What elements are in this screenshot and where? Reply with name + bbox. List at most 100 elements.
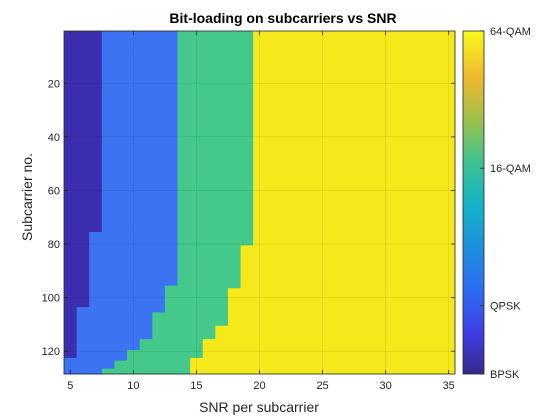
heatmap-cell-bpsk-5 xyxy=(64,280,90,286)
grid-lines xyxy=(64,31,455,374)
heatmap-cell-bpsk-12 xyxy=(64,312,78,327)
x-ticks: 5 10 15 20 25 30 35 xyxy=(67,31,455,392)
heatmap-cell-16-qam-1 xyxy=(177,52,254,233)
heatmap-cell-16-qam-5 xyxy=(177,280,241,286)
heatmap-cell-qpsk-10 xyxy=(89,296,166,308)
x-tick-label: 25 xyxy=(316,380,328,392)
heatmap-cell-qpsk-1 xyxy=(101,52,178,233)
heatmap-cell-qpsk-12 xyxy=(76,312,153,327)
heatmap-cell-16-qam-10 xyxy=(164,296,229,308)
y-ticks: 20 40 60 80 100 120 xyxy=(42,78,455,358)
y-tick-label: 20 xyxy=(48,78,60,90)
heatmap-cell-64-qam-5 xyxy=(240,280,456,286)
heatmap-cell-qpsk-17 xyxy=(76,349,128,359)
heatmap-cell-16-qam-7 xyxy=(164,288,229,292)
heatmap-cell-qpsk-18 xyxy=(64,357,128,361)
heatmap-cell-bpsk-8 xyxy=(64,290,90,295)
heatmap-cell-qpsk-16 xyxy=(76,339,141,351)
heatmap-cell-16-qam-19 xyxy=(114,360,191,370)
heatmap-cell-16-qam-13 xyxy=(152,325,216,329)
heatmap-cell-qpsk-8 xyxy=(89,290,166,295)
heatmap-cell-64-qam-13 xyxy=(215,325,456,329)
heatmap-cell-16-qam-0 xyxy=(177,31,254,53)
heatmap-cell-qpsk-11 xyxy=(76,307,166,313)
heatmap-cell-16-qam-3 xyxy=(177,245,241,262)
heatmap-cell-64-qam-4 xyxy=(240,261,456,281)
heatmap-cell-bpsk-13 xyxy=(64,325,78,329)
heatmap-cell-qpsk-3 xyxy=(89,245,178,262)
heatmap-cell-qpsk-0 xyxy=(101,31,178,53)
heatmap-cell-64-qam-19 xyxy=(190,360,456,370)
heatmap-cell-bpsk-14 xyxy=(64,328,78,335)
x-tick-label: 15 xyxy=(190,380,202,392)
heatmap-cell-bpsk-9 xyxy=(64,293,90,297)
heatmap-cell-64-qam-10 xyxy=(227,296,456,308)
x-tick-label: 30 xyxy=(380,380,392,392)
heatmap-cell-qpsk-2 xyxy=(89,231,178,246)
heatmap-cell-64-qam-17 xyxy=(202,349,456,359)
heatmap-cell-64-qam-12 xyxy=(227,312,456,327)
heatmap-cell-qpsk-15 xyxy=(76,333,153,340)
heatmap-cell-64-qam-9 xyxy=(227,293,456,297)
heatmap-cell-bpsk-11 xyxy=(64,307,78,313)
y-tick-label: 40 xyxy=(48,132,60,144)
heatmap-cell-qpsk-6 xyxy=(89,285,166,289)
heatmap-cell-64-qam-2 xyxy=(253,231,456,246)
heatmap-cell-64-qam-0 xyxy=(253,31,456,53)
heatmap-cell-bpsk-7 xyxy=(64,288,90,292)
heatmap-cell-bpsk-3 xyxy=(64,245,90,262)
heatmap-cell-64-qam-8 xyxy=(227,290,456,295)
chart-title: Bit-loading on subcarriers vs SNR xyxy=(169,10,396,26)
heatmap-cell-64-qam-16 xyxy=(202,339,456,351)
heatmap-cell-16-qam-15 xyxy=(152,333,216,340)
heatmap-cell-64-qam-6 xyxy=(240,285,456,289)
heatmap-cell-16-qam-2 xyxy=(177,231,254,246)
heatmap-cell-bpsk-4 xyxy=(64,261,90,281)
heatmap-cell-bpsk-2 xyxy=(64,231,90,246)
heatmap-cell-bpsk-15 xyxy=(64,333,78,340)
heatmap-cell-qpsk-19 xyxy=(64,360,115,370)
heatmap-cell-64-qam-14 xyxy=(215,328,456,335)
heatmap-cell-64-qam-11 xyxy=(227,307,456,313)
heatmap-cell-16-qam-11 xyxy=(164,307,229,313)
heatmap-cell-bpsk-0 xyxy=(64,31,103,53)
heatmap-cell-bpsk-6 xyxy=(64,285,90,289)
heatmap-cell-qpsk-20 xyxy=(64,368,103,375)
heatmap-cell-16-qam-20 xyxy=(101,368,191,375)
heatmap-cell-64-qam-3 xyxy=(240,245,456,262)
x-tick-label: 10 xyxy=(127,380,139,392)
heatmap-cell-qpsk-4 xyxy=(89,261,178,281)
x-tick-label: 5 xyxy=(67,380,73,392)
heatmap-cell-16-qam-8 xyxy=(164,290,229,295)
colorbar-tick-label: BPSK xyxy=(490,369,520,381)
heatmap-cell-qpsk-5 xyxy=(89,280,178,286)
x-axis-label: SNR per subcarrier xyxy=(199,399,319,415)
heatmap-cell-64-qam-7 xyxy=(227,288,456,292)
heatmap-cell-64-qam-1 xyxy=(253,52,456,233)
colorbar-tick-label: QPSK xyxy=(490,300,521,312)
colorbar-tick-label: 64-QAM xyxy=(490,26,531,38)
heatmap-cell-qpsk-9 xyxy=(89,293,166,297)
heatmap-cell-16-qam-18 xyxy=(127,357,191,361)
heatmap-cell-64-qam-18 xyxy=(190,357,456,361)
heatmap-cell-bpsk-16 xyxy=(64,339,78,351)
heatmap-cell-qpsk-14 xyxy=(76,328,153,335)
x-tick-label: 20 xyxy=(253,380,265,392)
heatmap-cell-qpsk-7 xyxy=(89,288,166,292)
heatmap-cell-16-qam-6 xyxy=(164,285,241,289)
y-axis-label: Subcarrier no. xyxy=(19,153,35,241)
heatmap-cell-16-qam-9 xyxy=(164,293,229,297)
heatmap-cell-16-qam-12 xyxy=(152,312,229,327)
heatmap-cell-bpsk-17 xyxy=(64,349,78,359)
heatmap-cell-16-qam-4 xyxy=(177,261,241,281)
heatmap-cell-16-qam-16 xyxy=(139,339,204,351)
heatmap-cell-16-qam-14 xyxy=(152,328,216,335)
plot-area xyxy=(64,31,456,375)
colorbar-gradient xyxy=(462,30,485,375)
x-tick-label: 35 xyxy=(443,380,455,392)
y-tick-label: 120 xyxy=(42,346,60,358)
colorbar-tick-label: 16-QAM xyxy=(490,163,531,175)
heatmap-cell-16-qam-17 xyxy=(127,349,204,359)
y-tick-label: 80 xyxy=(48,239,60,251)
